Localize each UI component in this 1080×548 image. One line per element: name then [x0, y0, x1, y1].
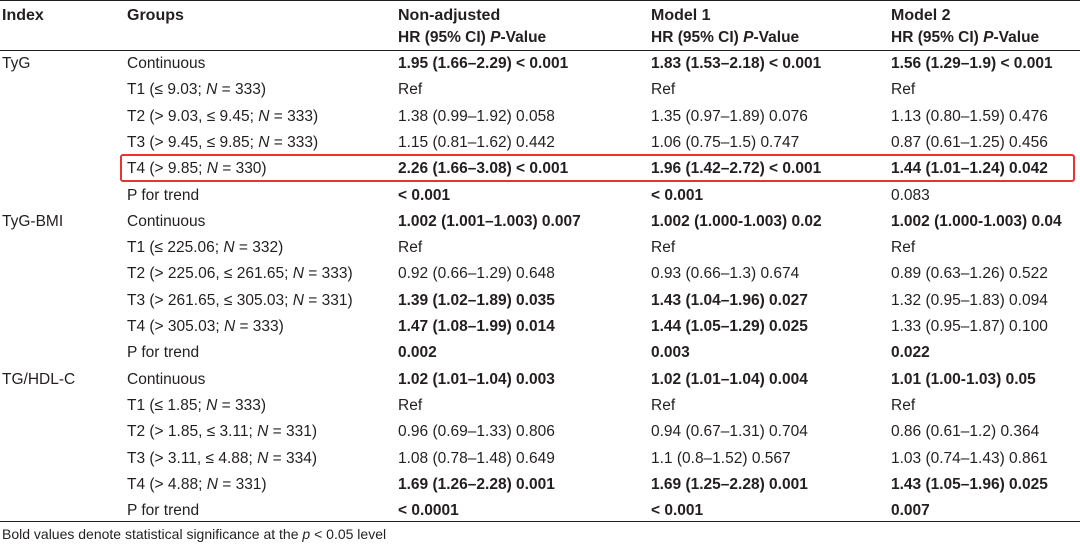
value-model-2: Ref: [891, 396, 916, 414]
value-non-adjusted: 2.26 (1.66–3.08) < 0.001: [398, 160, 569, 178]
header-groups: Groups: [127, 7, 184, 24]
value-non-adjusted: Ref: [398, 81, 423, 99]
value-non-adjusted: Ref: [398, 396, 423, 414]
group-label: T1 (≤ 9.03; N = 333): [127, 81, 267, 99]
group-label: T1 (≤ 1.85; N = 333): [127, 396, 267, 414]
group-label: T3 (> 9.45, ≤ 9.85; N = 333): [127, 133, 319, 151]
value-model-1: 1.1 (0.8–1.52) 0.567: [651, 449, 791, 467]
value-model-1: < 0.001: [651, 186, 704, 204]
value-model-1: 1.69 (1.25–2.28) 0.001: [651, 475, 808, 493]
value-non-adjusted: 1.15 (0.81–1.62) 0.442: [398, 133, 555, 151]
value-model-2: 1.01 (1.00-1.03) 0.05: [891, 370, 1036, 388]
index-label: TyG: [2, 55, 31, 72]
value-model-2: 0.89 (0.63–1.26) 0.522: [891, 265, 1048, 283]
header-non-adjusted: Non-adjusted: [398, 7, 501, 24]
value-model-2: 0.083: [891, 186, 930, 204]
value-non-adjusted: 1.08 (0.78–1.48) 0.649: [398, 449, 555, 467]
value-non-adjusted: 1.69 (1.26–2.28) 0.001: [398, 475, 555, 493]
value-non-adjusted: 0.96 (0.69–1.33) 0.806: [398, 423, 555, 441]
index-label: TG/HDL-C: [2, 370, 76, 388]
index-label: TyG-BMI: [2, 212, 64, 230]
group-label: T2 (> 9.03, ≤ 9.45; N = 333): [127, 107, 319, 125]
value-non-adjusted: 1.47 (1.08–1.99) 0.014: [398, 318, 555, 335]
group-label: Continuous: [127, 370, 206, 388]
value-model-2: 1.32 (0.95–1.83) 0.094: [891, 291, 1048, 309]
value-model-1: 1.43 (1.04–1.96) 0.027: [651, 291, 808, 309]
footnote: Bold values denote statistical significa…: [2, 526, 387, 542]
value-non-adjusted: 0.002: [398, 344, 437, 362]
value-model-1: 1.96 (1.42–2.72) < 0.001: [651, 160, 822, 178]
value-model-2: 0.022: [891, 344, 930, 362]
group-label: T2 (> 225.06, ≤ 261.65; N = 333): [127, 265, 353, 283]
value-model-2: 1.56 (1.29–1.9) < 0.001: [891, 55, 1053, 72]
table-bottom-rule: [0, 521, 1080, 522]
value-model-1: 1.06 (0.75–1.5) 0.747: [651, 133, 800, 151]
group-label: T4 (> 305.03; N = 333): [127, 318, 284, 335]
value-model-2: 1.33 (0.95–1.87) 0.100: [891, 318, 1048, 335]
value-model-1: Ref: [651, 396, 676, 414]
header-index: Index: [2, 7, 44, 24]
value-non-adjusted: < 0.001: [398, 186, 451, 204]
value-model-1: < 0.001: [651, 502, 704, 520]
value-non-adjusted: 1.38 (0.99–1.92) 0.058: [398, 107, 555, 125]
header-model-2: Model 2: [891, 7, 951, 24]
value-model-2: 1.43 (1.05–1.96) 0.025: [891, 475, 1048, 493]
value-model-1: Ref: [651, 239, 676, 257]
value-non-adjusted: 1.95 (1.66–2.29) < 0.001: [398, 55, 569, 72]
value-model-2: 0.007: [891, 502, 930, 520]
value-model-1: 1.35 (0.97–1.89) 0.076: [651, 107, 808, 125]
group-label: P for trend: [127, 186, 200, 204]
value-model-2: 1.03 (0.74–1.43) 0.861: [891, 449, 1048, 467]
value-model-2: Ref: [891, 239, 916, 257]
value-model-1: Ref: [651, 81, 676, 99]
header-model-2-sub: HR (95% CI) P-Value: [891, 29, 1040, 46]
header-model-1: Model 1: [651, 7, 711, 24]
group-label: T2 (> 1.85, ≤ 3.11; N = 331): [127, 423, 318, 441]
value-non-adjusted: Ref: [398, 239, 423, 257]
highlight-box-tyg-t4: [120, 154, 1075, 182]
value-non-adjusted: 0.92 (0.66–1.29) 0.648: [398, 265, 555, 283]
group-label: T3 (> 3.11, ≤ 4.88; N = 334): [127, 449, 318, 467]
value-model-1: 0.003: [651, 344, 690, 362]
value-non-adjusted: 1.02 (1.01–1.04) 0.003: [398, 370, 555, 388]
value-model-1: 1.02 (1.01–1.04) 0.004: [651, 370, 808, 388]
value-model-1: 0.94 (0.67–1.31) 0.704: [651, 423, 808, 441]
value-model-2: 1.13 (0.80–1.59) 0.476: [891, 107, 1048, 125]
group-label: Continuous: [127, 55, 206, 72]
value-model-1: 1.44 (1.05–1.29) 0.025: [651, 318, 808, 335]
group-label: T4 (> 9.85; N = 330): [127, 160, 267, 178]
value-model-1: 1.002 (1.000-1.003) 0.02: [651, 212, 822, 230]
value-model-2: 1.44 (1.01–1.24) 0.042: [891, 160, 1048, 178]
group-label: T1 (≤ 225.06; N = 332): [127, 239, 284, 257]
header-rule: [0, 50, 1080, 51]
value-non-adjusted: 1.002 (1.001–1.003) 0.007: [398, 212, 581, 230]
value-model-2: 0.86 (0.61–1.2) 0.364: [891, 423, 1040, 441]
group-label: P for trend: [127, 344, 200, 362]
group-label: T3 (> 261.65, ≤ 305.03; N = 331): [127, 291, 353, 309]
value-model-2: 1.002 (1.000-1.003) 0.04: [891, 212, 1062, 230]
value-model-1: 0.93 (0.66–1.3) 0.674: [651, 265, 800, 283]
value-model-2: Ref: [891, 81, 916, 99]
header-model-1-sub: HR (95% CI) P-Value: [651, 29, 800, 46]
value-non-adjusted: < 0.0001: [398, 502, 459, 520]
group-label: T4 (> 4.88; N = 331): [127, 475, 267, 493]
table-top-rule: [0, 0, 1080, 1]
value-model-1: 1.83 (1.53–2.18) < 0.001: [651, 55, 822, 72]
group-label: Continuous: [127, 212, 206, 230]
value-non-adjusted: 1.39 (1.02–1.89) 0.035: [398, 291, 555, 309]
value-model-2: 0.87 (0.61–1.25) 0.456: [891, 133, 1048, 151]
group-label: P for trend: [127, 502, 200, 520]
header-non-adjusted-sub: HR (95% CI) P-Value: [398, 29, 547, 46]
